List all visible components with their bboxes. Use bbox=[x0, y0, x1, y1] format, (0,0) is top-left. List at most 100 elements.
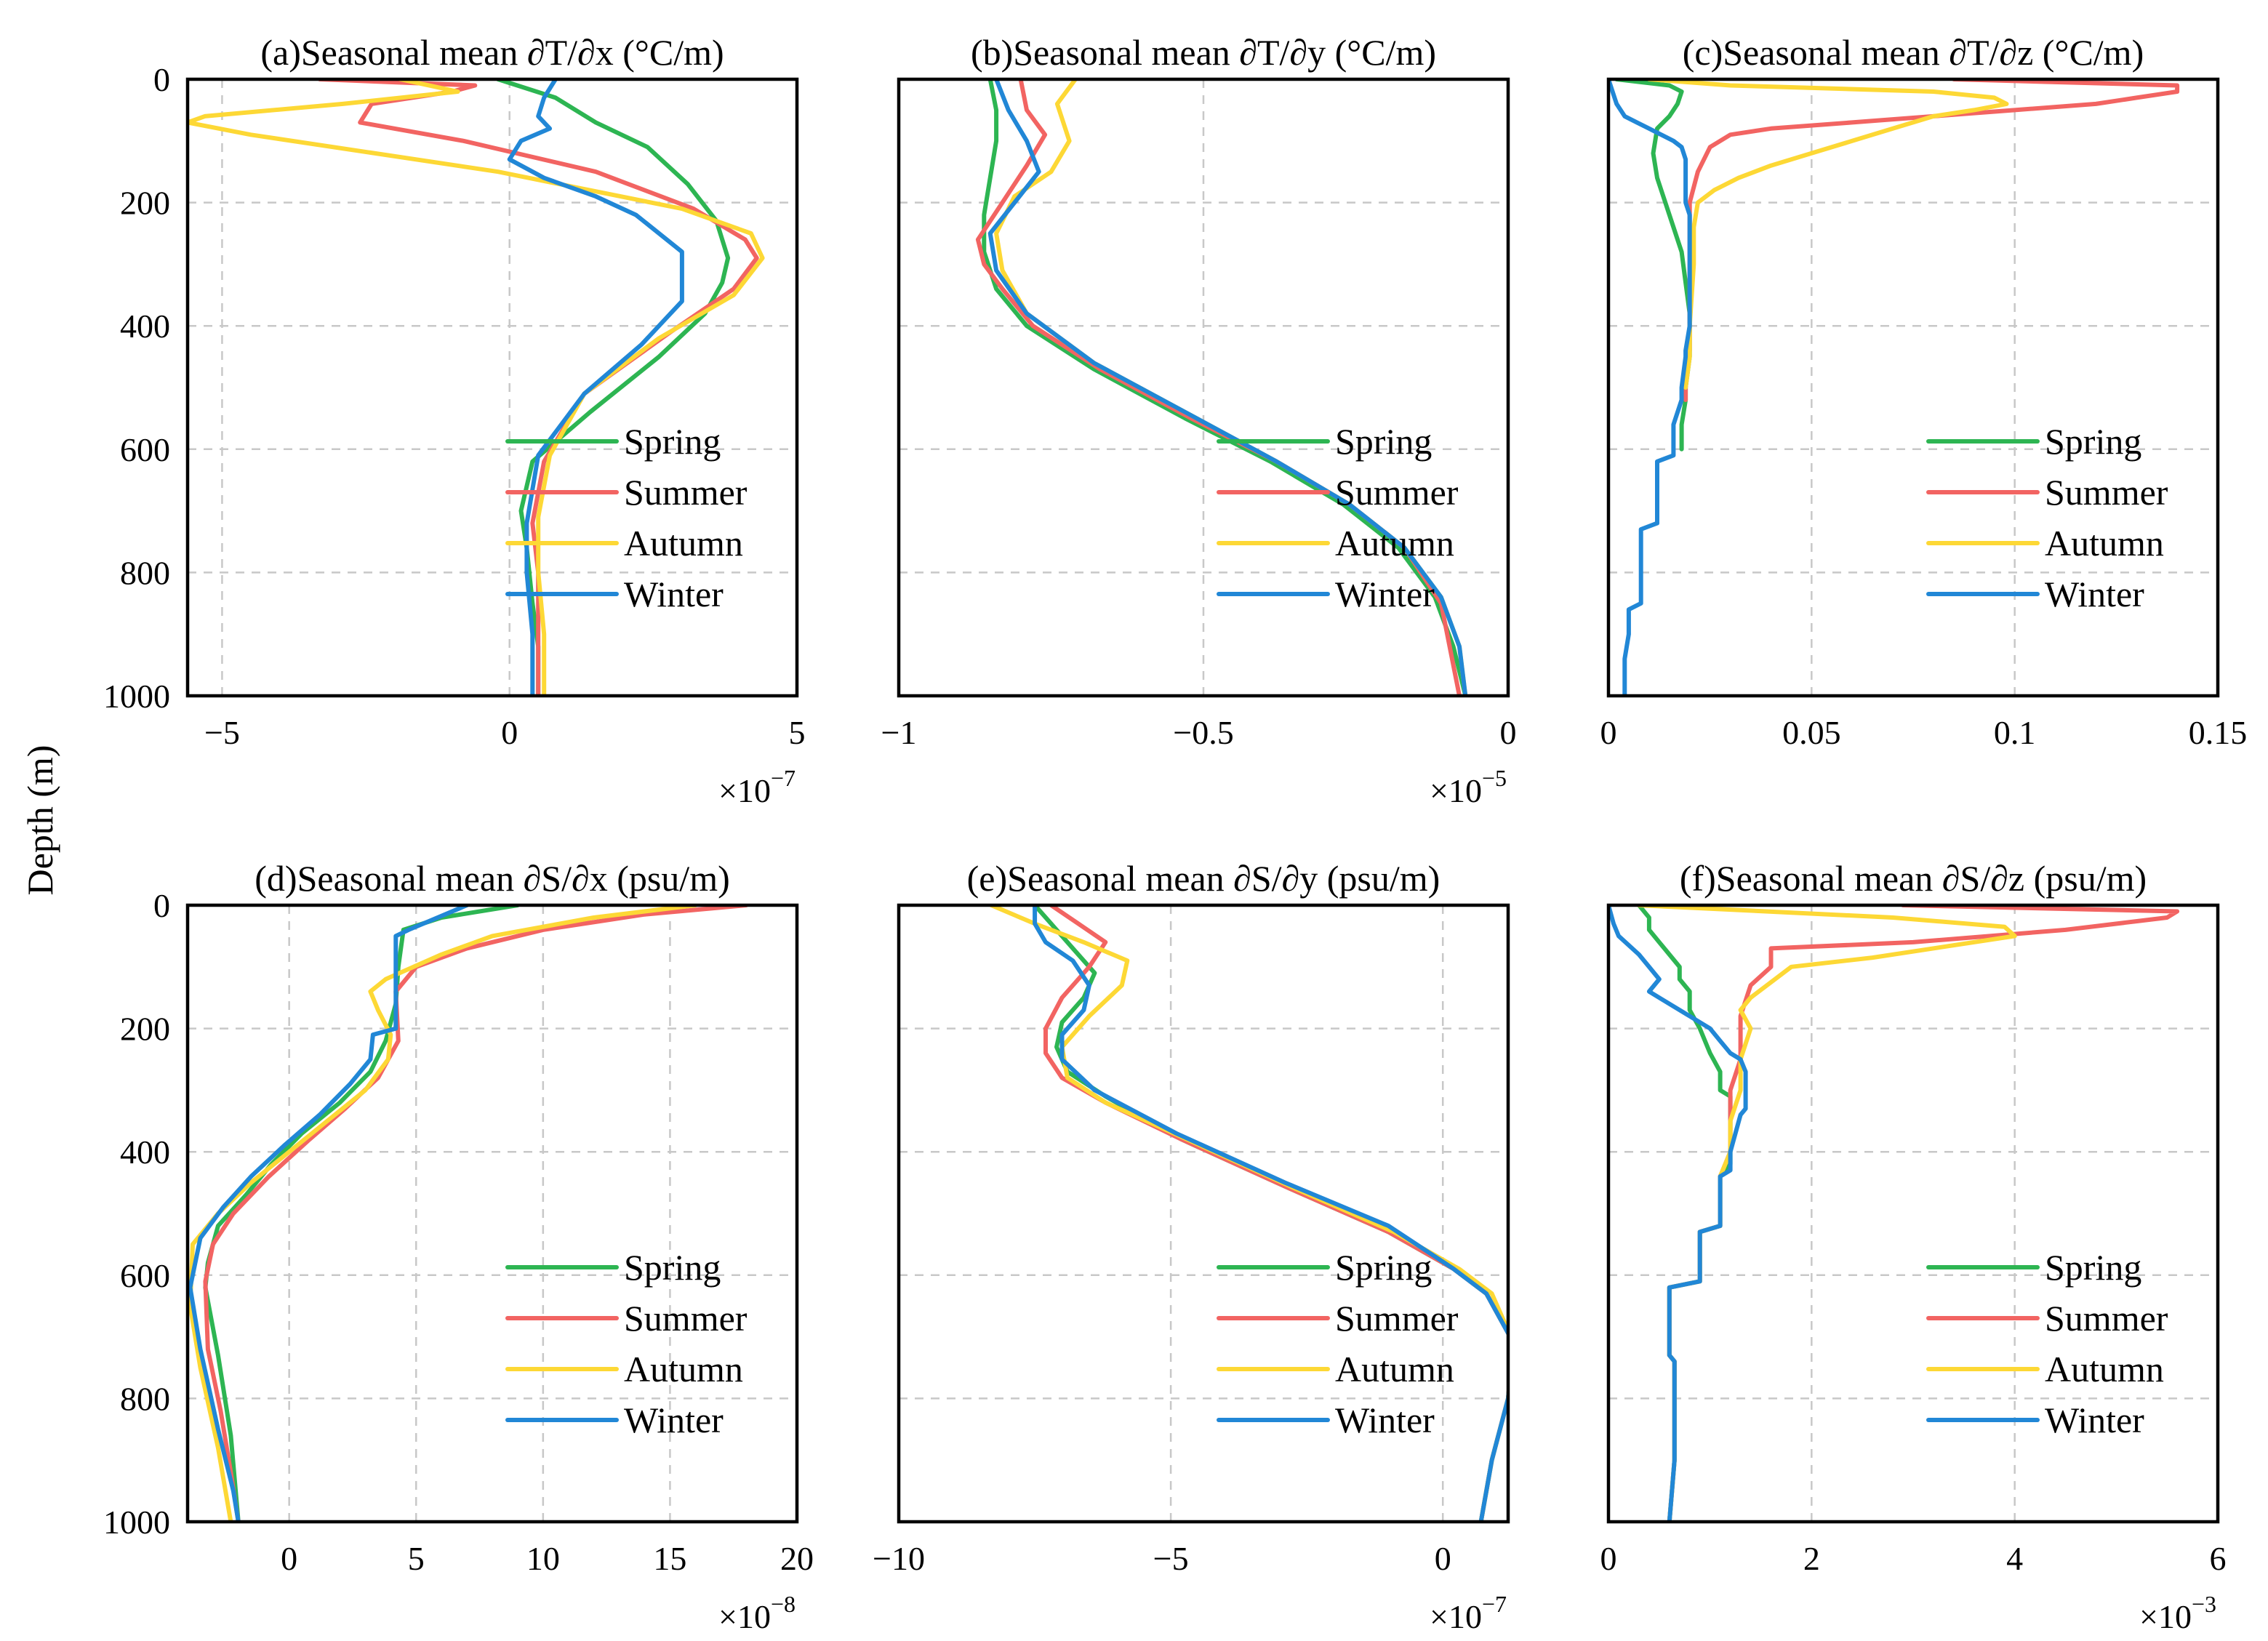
y-tick-label: 600 bbox=[120, 431, 170, 468]
y-tick-label: 200 bbox=[120, 1011, 170, 1048]
legend-label-autumn: Autumn bbox=[1335, 1349, 1454, 1389]
series-line-winter bbox=[507, 79, 684, 696]
x-tick-label: 20 bbox=[780, 1540, 814, 1577]
y-tick-label: 1000 bbox=[103, 678, 170, 715]
x-tick-label: 0 bbox=[1600, 1540, 1617, 1577]
legend-label-winter: Winter bbox=[624, 574, 724, 614]
shared-y-axis-label: Depth (m) bbox=[20, 745, 60, 896]
x-tick-label: 10 bbox=[526, 1540, 560, 1577]
legend-label-winter: Winter bbox=[1335, 1400, 1435, 1440]
x-tick-label: 0 bbox=[281, 1540, 297, 1577]
legend-label-autumn: Autumn bbox=[2045, 1349, 2164, 1389]
series-line-spring bbox=[1636, 905, 1733, 1522]
series-line-winter bbox=[987, 79, 1468, 696]
legend-label-summer: Summer bbox=[624, 472, 748, 513]
series-line-spring bbox=[203, 905, 520, 1522]
series-line-summer bbox=[203, 905, 749, 1522]
legend: Spring Summer Autumn Winter bbox=[505, 421, 748, 614]
legend: Spring Summer Autumn Winter bbox=[1926, 1247, 2168, 1440]
x-tick-label: 0.05 bbox=[1782, 714, 1841, 751]
multiplier-base: ×10 bbox=[1430, 1598, 1482, 1635]
chart-title: (b)Seasonal mean ∂T/∂y (°C/m) bbox=[971, 32, 1436, 73]
x-tick-label: 0 bbox=[1500, 714, 1517, 751]
series-line-summer bbox=[1683, 79, 2180, 402]
multiplier-exponent: −3 bbox=[2192, 1591, 2216, 1617]
legend: Spring Summer Autumn Winter bbox=[505, 1247, 748, 1440]
y-tick-label: 600 bbox=[120, 1257, 170, 1294]
x-tick-label: 5 bbox=[789, 714, 806, 751]
plot-frame bbox=[1606, 903, 2220, 1524]
x-tick-label: −1 bbox=[881, 714, 917, 751]
plot-frame bbox=[897, 77, 1510, 698]
y-tick-label: 0 bbox=[153, 887, 170, 924]
multiplier-base: ×10 bbox=[2139, 1598, 2192, 1635]
legend-label-spring: Spring bbox=[1335, 1247, 1432, 1288]
x-tick-label: −10 bbox=[873, 1540, 925, 1577]
chart-panel-b: −1 −0.5 0 (b)Seasonal mean ∂T/∂y (°C/m) ×10−… bbox=[881, 32, 1517, 809]
multiplier-base: ×10 bbox=[718, 772, 771, 809]
x-tick-label: 0 bbox=[501, 714, 518, 751]
legend-label-autumn: Autumn bbox=[624, 1349, 743, 1389]
legend: Spring Summer Autumn Winter bbox=[1217, 1247, 1459, 1440]
legend-label-winter: Winter bbox=[2045, 1400, 2144, 1440]
multiplier-exponent: −5 bbox=[1482, 765, 1507, 791]
legend-label-summer: Summer bbox=[1335, 472, 1459, 513]
chart-panel-c: 0 0.05 0.1 0.15 (c)Seasonal mean ∂T/∂z (°C/m… bbox=[1600, 32, 2248, 751]
plot-frame bbox=[1606, 77, 2220, 698]
chart-title: (c)Seasonal mean ∂T/∂z (°C/m) bbox=[1683, 32, 2144, 73]
x-tick-label: 2 bbox=[1803, 1540, 1820, 1577]
legend-label-autumn: Autumn bbox=[1335, 523, 1454, 563]
chart-panel-a: −5 0 5 0 200 400 600 800 1000 (a)Seasonal mean ∂T… bbox=[103, 32, 806, 809]
y-tick-label: 800 bbox=[120, 554, 170, 591]
y-tick-label: 400 bbox=[120, 1134, 170, 1171]
x-tick-label: 0 bbox=[1600, 714, 1617, 751]
axis-multiplier: ×10−5 bbox=[1430, 765, 1507, 809]
chart-title: (f)Seasonal mean ∂S/∂z (psu/m) bbox=[1680, 858, 2147, 899]
legend-label-summer: Summer bbox=[1335, 1298, 1459, 1339]
legend-label-spring: Spring bbox=[624, 421, 721, 462]
series-line-winter bbox=[1608, 79, 1692, 696]
legend-label-summer: Summer bbox=[624, 1298, 748, 1339]
legend-label-autumn: Autumn bbox=[2045, 523, 2164, 563]
x-tick-label: 6 bbox=[2210, 1540, 2227, 1577]
multiplier-exponent: −7 bbox=[1482, 1591, 1507, 1617]
series-line-autumn bbox=[1636, 905, 2017, 1522]
legend-label-spring: Spring bbox=[2045, 421, 2141, 462]
series-line-autumn bbox=[989, 905, 1508, 1522]
axis-multiplier: ×10−7 bbox=[1430, 1591, 1507, 1635]
y-tick-label: 1000 bbox=[103, 1504, 170, 1541]
multiplier-exponent: −8 bbox=[771, 1591, 796, 1617]
legend: Spring Summer Autumn Winter bbox=[1217, 421, 1459, 614]
series-line-autumn bbox=[188, 79, 765, 696]
legend: Spring Summer Autumn Winter bbox=[1926, 421, 2168, 614]
axis-multiplier: ×10−8 bbox=[718, 1591, 796, 1635]
series-line-summer bbox=[317, 79, 759, 696]
x-tick-label: 0 bbox=[1435, 1540, 1451, 1577]
axis-multiplier: ×10−7 bbox=[718, 765, 796, 809]
y-tick-label: 0 bbox=[153, 61, 170, 98]
legend-label-winter: Winter bbox=[1335, 574, 1435, 614]
x-tick-label: 5 bbox=[408, 1540, 425, 1577]
y-tick-label: 200 bbox=[120, 185, 170, 222]
x-tick-label: 4 bbox=[2006, 1540, 2023, 1577]
x-tick-label: 0.1 bbox=[1994, 714, 2036, 751]
x-tick-label: 0.15 bbox=[2189, 714, 2248, 751]
axis-multiplier: ×10−3 bbox=[2139, 1591, 2216, 1635]
legend-label-spring: Spring bbox=[2045, 1247, 2141, 1288]
chart-panel-f: 0 2 4 6 (f)Seasonal mean ∂S/∂z (psu/m) ×10−3 S… bbox=[1600, 858, 2227, 1635]
series-line-spring bbox=[982, 79, 1468, 696]
series-line-winter bbox=[1033, 905, 1508, 1522]
legend-label-winter: Winter bbox=[2045, 574, 2144, 614]
plot-frame bbox=[185, 77, 799, 698]
multiplier-exponent: −7 bbox=[771, 765, 796, 791]
series-line-winter bbox=[188, 905, 470, 1522]
series-line-winter bbox=[1608, 905, 1748, 1522]
x-tick-label: −5 bbox=[1153, 1540, 1189, 1577]
plot-frame bbox=[185, 903, 799, 1524]
legend-label-summer: Summer bbox=[2045, 1298, 2168, 1339]
multiplier-base: ×10 bbox=[718, 1598, 771, 1635]
chart-title: (d)Seasonal mean ∂S/∂x (psu/m) bbox=[255, 858, 729, 899]
x-tick-label: −0.5 bbox=[1173, 714, 1233, 751]
